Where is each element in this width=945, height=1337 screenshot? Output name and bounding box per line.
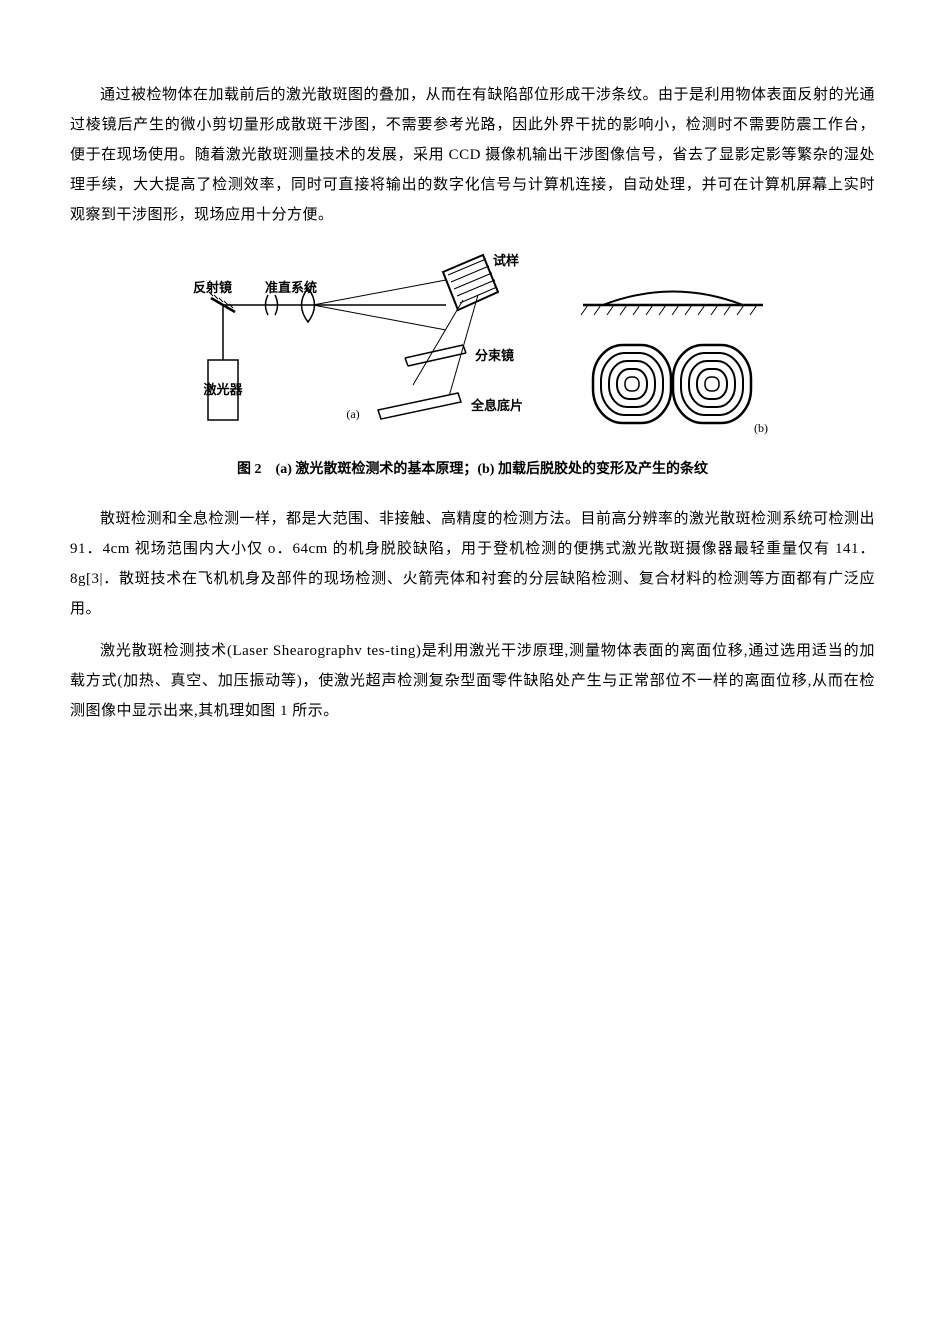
figure-block: 激光器 反射镜 准直系统 试样 bbox=[70, 250, 875, 484]
figure-diagram: 激光器 反射镜 准直系统 试样 bbox=[163, 250, 783, 450]
subfig-label-a: (a) bbox=[346, 407, 359, 421]
label-laser: 激光器 bbox=[203, 382, 243, 397]
paragraph-3: 激光散斑检测技术(Laser Shearographv tes-ting)是利用… bbox=[70, 636, 875, 726]
label-sample: 试样 bbox=[493, 253, 519, 268]
deformation-cross-section bbox=[581, 292, 763, 316]
paragraph-1: 通过被检物体在加载前后的激光散斑图的叠加，从而在有缺陷部位形成干涉条纹。由于是利… bbox=[70, 80, 875, 230]
label-mirror: 反射镜 bbox=[193, 280, 232, 295]
figure-caption: 图 2 (a) 激光散斑检测术的基本原理；(b) 加载后脱胶处的变形及产生的条纹 bbox=[70, 456, 875, 484]
label-collimator: 准直系统 bbox=[264, 280, 316, 295]
label-holoplate: 全息底片 bbox=[470, 398, 523, 413]
fringe-pattern bbox=[593, 345, 751, 423]
subfig-label-b: (b) bbox=[754, 421, 768, 435]
paragraph-2: 散斑检测和全息检测一样，都是大范围、非接触、高精度的检测方法。目前高分辨率的激光… bbox=[70, 504, 875, 624]
label-splitter: 分束镜 bbox=[475, 348, 514, 363]
sample-shape bbox=[443, 255, 498, 310]
